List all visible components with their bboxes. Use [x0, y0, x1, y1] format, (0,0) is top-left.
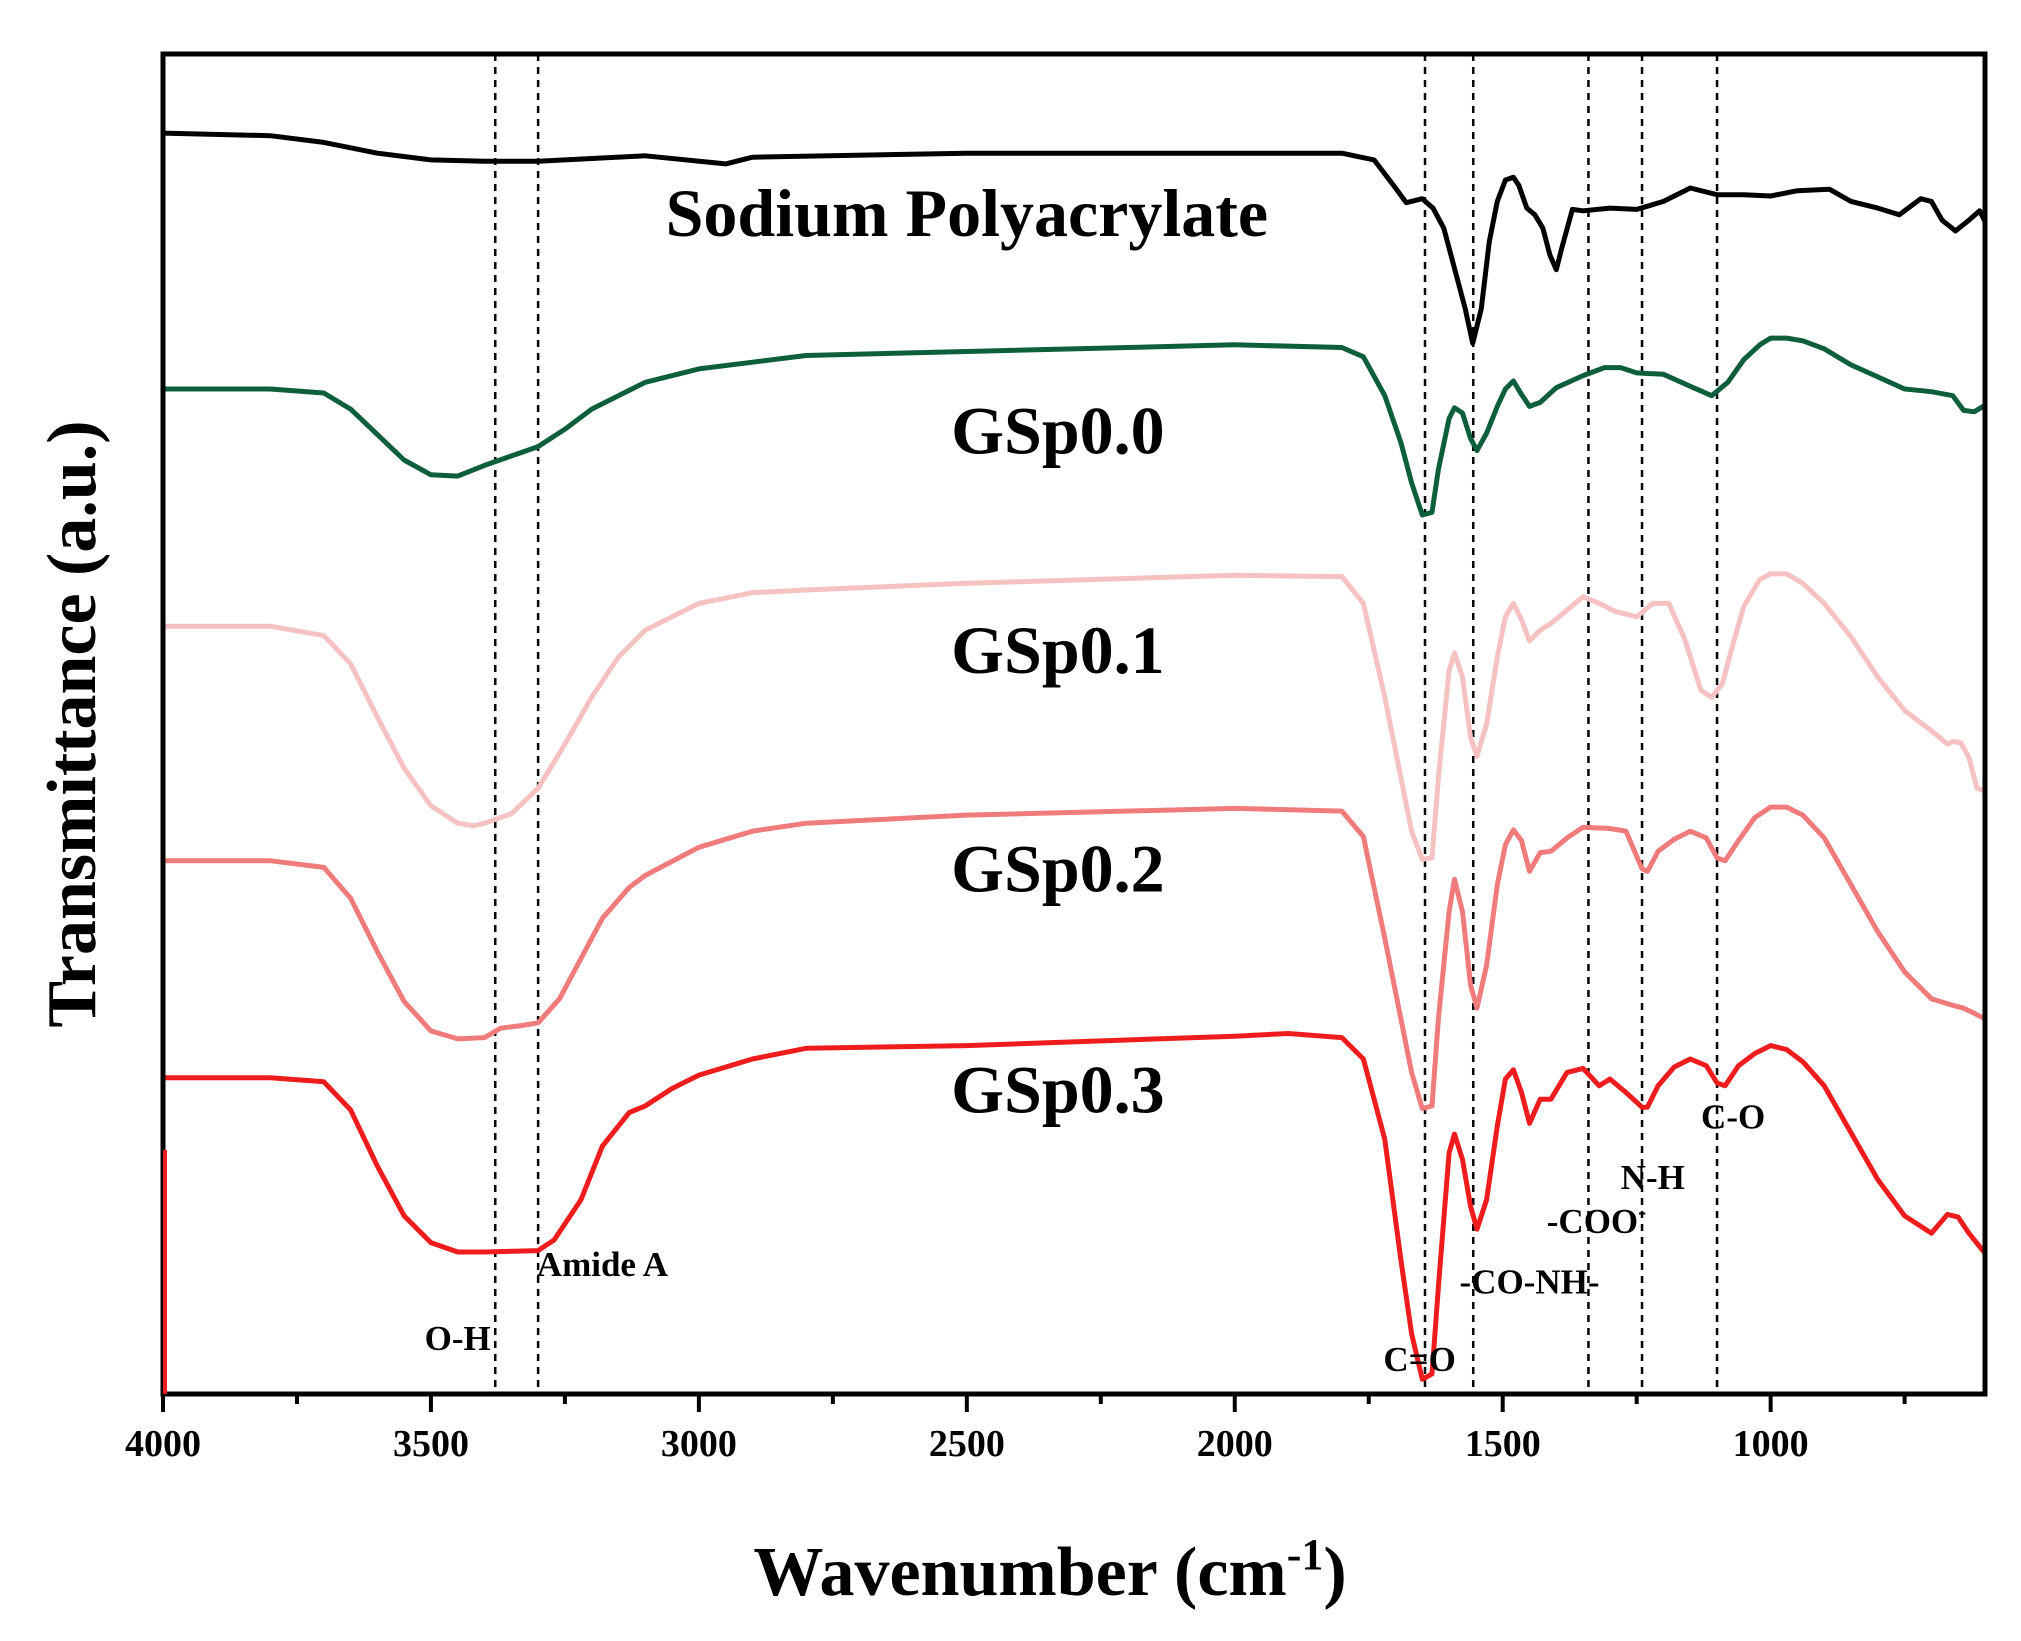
- series-label-gsp0-0: GSp0.0: [951, 392, 1165, 468]
- series-line-sodium-polyacrylate: [160, 130, 1988, 346]
- band-label-c-o: C-O: [1701, 1098, 1765, 1137]
- band-label-o-h: O-H: [425, 1319, 491, 1358]
- x-axis: 4000 3500 3000 2500 2000 1500 1000: [125, 1394, 1907, 1465]
- band-label-coo: -COO-: [1547, 1199, 1646, 1241]
- series-label-gsp0-1: GSp0.1: [951, 612, 1165, 688]
- series-line-gsp0-0: [160, 335, 1988, 518]
- band-label-co-nh: -CO-NH-: [1460, 1263, 1600, 1302]
- series-line-gsp0-2: [160, 804, 1988, 1112]
- band-label-superscript: -: [1638, 1199, 1646, 1225]
- series-label-sodium-polyacrylate: Sodium Polyacrylate: [666, 175, 1269, 251]
- x-tick-label-1500: 1500: [1465, 1423, 1541, 1465]
- band-label-amide-a: Amide A: [537, 1245, 669, 1284]
- x-tick-label-2000: 2000: [1197, 1423, 1273, 1465]
- x-axis-title-superscript: -1: [1287, 1530, 1324, 1579]
- x-axis-title-text: Wavenumber (cm: [753, 1534, 1286, 1611]
- series-labels: Sodium Polyacrylate GSp0.0 GSp0.1 GSp0.2 GSp…: [666, 175, 1269, 1127]
- x-axis-title-close: ): [1323, 1534, 1346, 1611]
- reference-lines: [493, 54, 1719, 1394]
- band-label-c-o: C=O: [1383, 1340, 1455, 1379]
- x-tick-label-4000: 4000: [125, 1423, 201, 1465]
- series-label-gsp0-3: GSp0.3: [951, 1052, 1165, 1128]
- y-axis-title: Transmittance (a.u.): [34, 420, 111, 1027]
- series-lines: [160, 130, 1988, 1382]
- x-tick-label-3000: 3000: [661, 1423, 737, 1465]
- series-line-gsp0-3: [160, 1031, 1988, 1382]
- band-labels: O-H Amide A C=O-CO-NH- -COO-N-H C-O: [425, 1098, 1766, 1380]
- x-tick-label-3500: 3500: [393, 1423, 469, 1465]
- band-label-n-h: N-H: [1621, 1158, 1685, 1197]
- x-axis-title: Wavenumber (cm-1): [753, 1530, 1346, 1611]
- series-line-gsp0-1: [160, 571, 1988, 862]
- x-tick-label-1000: 1000: [1733, 1423, 1809, 1465]
- series-label-gsp0-2: GSp0.2: [951, 831, 1165, 907]
- x-tick-label-2500: 2500: [929, 1423, 1005, 1465]
- plot-frame: [160, 51, 1988, 1397]
